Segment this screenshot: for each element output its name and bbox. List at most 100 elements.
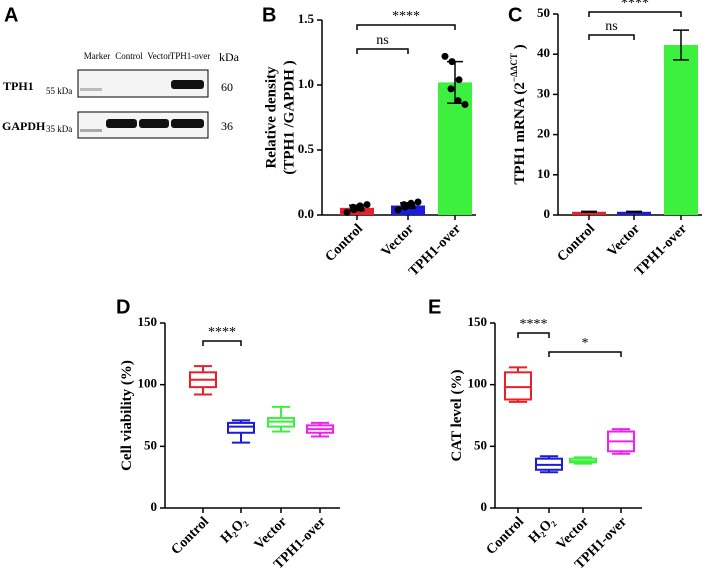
significance-label: **** bbox=[621, 0, 649, 11]
data-point bbox=[349, 203, 357, 211]
box-whisker bbox=[271, 405, 291, 433]
error-bar bbox=[673, 29, 689, 61]
data-point bbox=[455, 76, 463, 84]
row-label: GAPDH bbox=[2, 119, 46, 133]
significance-label: ns bbox=[605, 19, 617, 34]
significance-label: **** bbox=[208, 325, 236, 340]
y-axis-label: (TPH1 /GAPDH ) bbox=[281, 60, 297, 174]
lane-label: Marker bbox=[84, 51, 111, 61]
box-whisker bbox=[310, 421, 330, 438]
size-label: 60 bbox=[221, 80, 233, 94]
error-bar bbox=[626, 210, 642, 213]
band bbox=[171, 119, 204, 128]
error-bar bbox=[581, 210, 597, 213]
panel-label: B bbox=[262, 4, 276, 26]
bar bbox=[572, 211, 606, 215]
data-point bbox=[343, 208, 351, 216]
lane-label: Control bbox=[115, 51, 143, 61]
y-tick-label: 0 bbox=[544, 206, 551, 221]
y-axis-label: TPH1 mRNA (2−ΔΔCT ) bbox=[509, 44, 528, 184]
significance-bracket bbox=[202, 340, 242, 346]
y-axis-label-end: ) bbox=[512, 44, 528, 53]
y-tick-label: 0.5 bbox=[298, 141, 315, 156]
data-point bbox=[400, 201, 408, 209]
x-tick-label: Control bbox=[484, 514, 528, 558]
y-tick-label: 1.5 bbox=[298, 11, 315, 26]
box bbox=[227, 421, 255, 434]
box-whisker bbox=[193, 365, 213, 396]
y-tick-label: 150 bbox=[138, 314, 158, 329]
data-point bbox=[461, 101, 469, 108]
row-label: TPH1 bbox=[3, 79, 34, 93]
x-tick-label: Control bbox=[169, 514, 213, 558]
significance-bracket bbox=[356, 24, 456, 30]
box bbox=[504, 371, 532, 401]
y-tick-label: 30 bbox=[537, 85, 550, 100]
x-tick-label: H₂O₂ bbox=[218, 514, 250, 546]
significance-bracket bbox=[517, 332, 550, 338]
unit-label: kDa bbox=[219, 50, 240, 64]
significance-label: ns bbox=[376, 33, 388, 48]
panel-label: C bbox=[508, 4, 522, 26]
significance-label: **** bbox=[392, 9, 420, 24]
significance-bracket bbox=[548, 351, 622, 357]
y-axis-label: Relative density bbox=[263, 66, 279, 169]
y-tick-label: 1.0 bbox=[298, 76, 314, 91]
data-point bbox=[407, 199, 415, 207]
data-point bbox=[441, 52, 449, 60]
y-axis-label-text: Cell viability (%) bbox=[119, 360, 135, 471]
chart: C TPH1 mRNA (2−ΔΔCT ) 0 10 20 30 40 50 Control Ve… bbox=[508, 0, 702, 279]
lane-label: TPH1-over bbox=[170, 51, 211, 61]
panel-label: A bbox=[4, 4, 18, 26]
lane-label: Vector bbox=[147, 51, 171, 61]
band bbox=[106, 119, 137, 128]
data-point bbox=[394, 206, 402, 214]
band bbox=[139, 119, 169, 128]
data-point bbox=[414, 198, 422, 206]
data-point bbox=[447, 85, 455, 93]
box-whisker bbox=[611, 428, 631, 455]
significance-label: * bbox=[582, 336, 589, 351]
significance-bracket bbox=[588, 11, 682, 17]
y-tick-label: 0.0 bbox=[298, 206, 314, 221]
y-tick-label: 40 bbox=[537, 45, 550, 60]
x-tick-label: Vector bbox=[252, 514, 290, 552]
y-tick-label: 0 bbox=[151, 499, 158, 514]
y-tick-label: 0 bbox=[481, 499, 488, 514]
y-tick-label: 50 bbox=[474, 437, 487, 452]
marker-label: 35 kDa bbox=[46, 124, 72, 134]
box-whisker bbox=[231, 419, 251, 444]
box-whisker bbox=[508, 366, 528, 403]
x-tick-label: Vector bbox=[605, 221, 643, 259]
y-tick-label: 100 bbox=[138, 376, 158, 391]
panel-a: A Marker Control Vector TPH1-over kDa TP… bbox=[2, 4, 240, 139]
y-tick-label: 50 bbox=[537, 5, 550, 20]
y-axis-label: CAT level (%) bbox=[449, 370, 465, 462]
chart: D Cell viability (%) 0 50 100 150 Control H₂O₂ V… bbox=[116, 296, 340, 572]
data-point bbox=[454, 97, 462, 105]
chart: B Relative density (TPH1 /GAPDH ) 0.0 0.5 1.0… bbox=[262, 4, 476, 279]
marker-label: 55 kDa bbox=[46, 86, 72, 96]
y-axis-label-sup: −ΔΔCT bbox=[509, 53, 519, 82]
y-tick-label: 20 bbox=[537, 126, 550, 141]
significance-bracket bbox=[588, 34, 635, 40]
y-tick-label: 150 bbox=[468, 314, 488, 329]
band bbox=[80, 88, 102, 91]
x-tick-label: Vector bbox=[379, 221, 417, 259]
panel-label: E bbox=[428, 296, 441, 318]
data-point bbox=[363, 201, 371, 209]
significance-label: **** bbox=[520, 317, 548, 332]
y-tick-label: 50 bbox=[144, 437, 157, 452]
significance-bracket bbox=[356, 48, 409, 54]
bar bbox=[617, 211, 651, 215]
y-axis-label-text: TPH1 mRNA (2 bbox=[512, 82, 528, 185]
band bbox=[171, 80, 204, 89]
bar bbox=[664, 44, 698, 216]
x-tick-label: Control bbox=[555, 221, 599, 265]
y-axis-label-text: CAT level (%) bbox=[449, 370, 465, 462]
data-point bbox=[356, 202, 364, 210]
panel-label: D bbox=[116, 296, 130, 318]
y-axis-label: Cell viability (%) bbox=[119, 360, 135, 471]
